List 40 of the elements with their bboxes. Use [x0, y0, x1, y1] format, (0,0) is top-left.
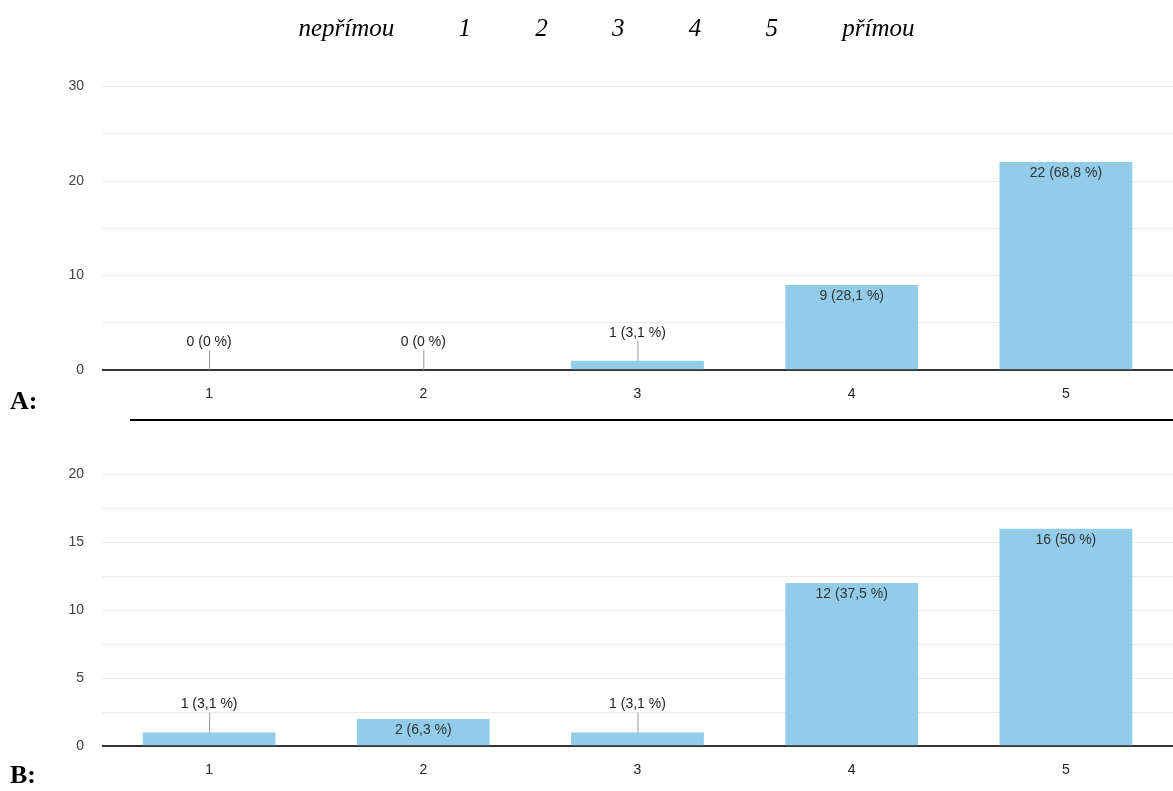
y-tick-label: 10 [68, 266, 85, 283]
bar [356, 719, 490, 746]
x-tick-label: 2 [419, 761, 428, 778]
y-tick-label: 5 [76, 669, 85, 686]
bar [785, 583, 919, 746]
data-label: 9 (28,1 %) [819, 286, 884, 303]
y-tick-label: 10 [68, 601, 85, 618]
x-tick-label: 3 [633, 385, 642, 402]
y-tick-label: 20 [68, 171, 85, 188]
y-tick-label: 30 [68, 77, 85, 94]
data-label: 16 (50 %) [1035, 530, 1097, 547]
bar [999, 528, 1133, 746]
x-tick-label: 4 [847, 761, 856, 778]
data-label: 2 (6,3 %) [394, 720, 452, 737]
y-tick-label: 0 [76, 361, 85, 378]
data-label: 1 (3,1 %) [609, 695, 666, 712]
text: nepřímou 1 2 3 4 5 přímou [297, 14, 916, 42]
y-tick-label: 15 [68, 533, 85, 550]
bar [571, 360, 704, 370]
x-tick-label: 3 [633, 761, 642, 778]
x-tick-label: 5 [1062, 385, 1070, 402]
y-tick-label: 0 [76, 737, 85, 754]
data-label: 1 (3,1 %) [180, 695, 238, 712]
x-tick-label: 1 [205, 761, 214, 778]
data-label: 1 (3,1 %) [609, 323, 666, 340]
data-label: 22 (68,8 %) [1029, 163, 1103, 180]
bar [571, 732, 704, 746]
data-label: 0 (0 %) [400, 333, 446, 350]
data-label: 12 (37,5 %) [815, 584, 888, 601]
bar [785, 285, 919, 370]
text: A: [10, 386, 38, 416]
bar [999, 162, 1133, 370]
bar [142, 732, 276, 746]
text: B: [10, 760, 36, 790]
x-tick-label: 4 [847, 385, 856, 402]
y-tick-label: 20 [68, 465, 85, 482]
x-tick-label: 2 [419, 385, 428, 402]
x-tick-label: 1 [205, 385, 214, 402]
data-label: 0 (0 %) [186, 333, 232, 350]
x-tick-label: 5 [1062, 761, 1070, 778]
